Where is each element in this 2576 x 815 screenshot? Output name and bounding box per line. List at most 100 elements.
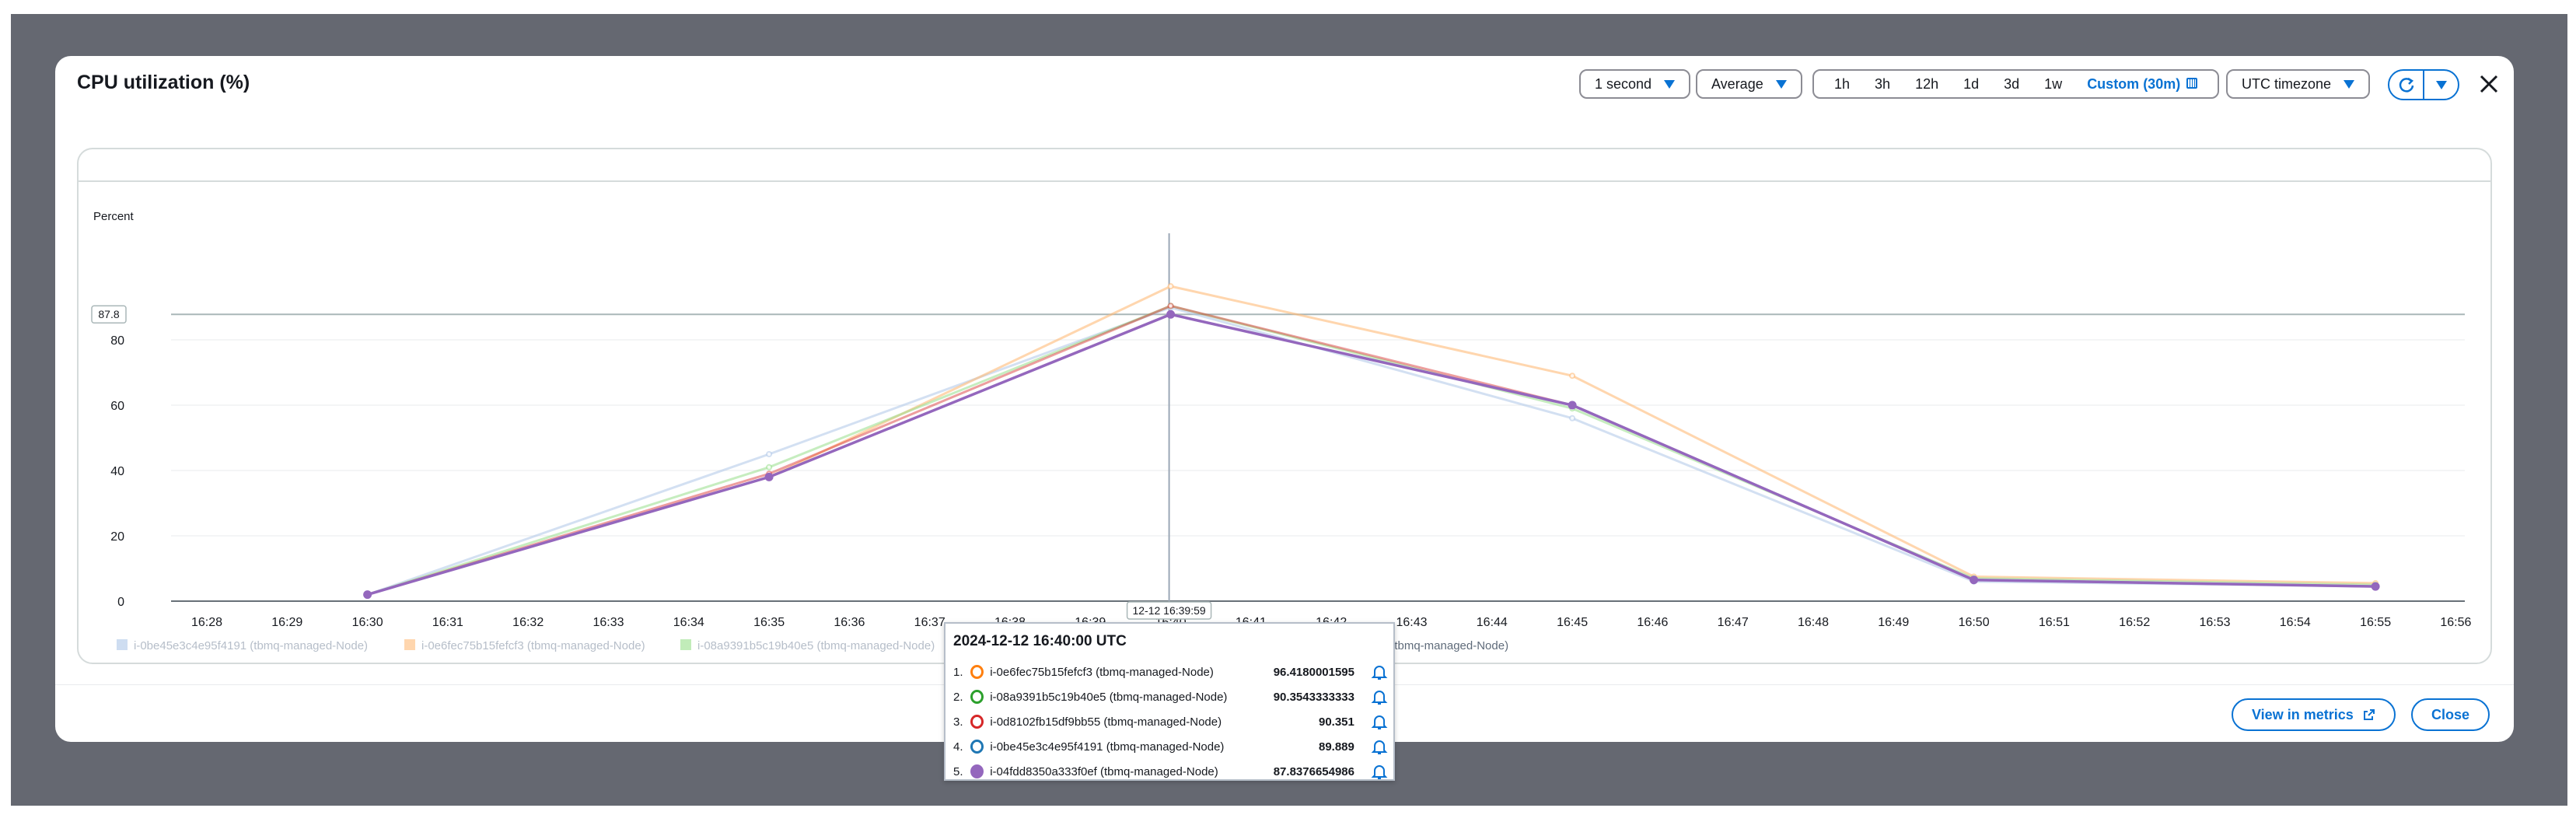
range-1w[interactable]: 1w bbox=[2044, 75, 2063, 92]
metric-modal: CPU utilization (%) 1 second Average 1h … bbox=[55, 56, 2514, 742]
data-tooltip: 2024-12-12 16:40:00 UTC 1. i-0e6fec75b15f… bbox=[944, 622, 1395, 781]
series-color-dot bbox=[970, 690, 984, 704]
crosshair-label-box bbox=[1126, 601, 1212, 620]
y-tick-label: 60 bbox=[110, 400, 124, 413]
alarm-bell-icon[interactable] bbox=[1370, 762, 1389, 781]
calendar-icon bbox=[2186, 77, 2198, 89]
tooltip-row-name: i-0be45e3c4e95f4191 (tbmq-managed-Node) bbox=[990, 740, 1225, 754]
alarm-bell-icon[interactable] bbox=[1370, 737, 1389, 756]
data-point bbox=[1569, 414, 1576, 421]
y-tick-label: 0 bbox=[117, 596, 124, 609]
tooltip-row: 3. i-0d8102fb15df9bb55 (tbmq-managed-Node… bbox=[953, 711, 1389, 733]
x-tick-label: 16:51 bbox=[2039, 616, 2070, 629]
x-tick-label: 16:50 bbox=[1959, 616, 1990, 629]
series-color-dot bbox=[970, 715, 984, 729]
x-tick-label: 16:31 bbox=[432, 616, 463, 629]
caret-down-icon bbox=[1664, 79, 1676, 89]
range-1h[interactable]: 1h bbox=[1834, 75, 1851, 92]
tooltip-row-value: 90.3543333333 bbox=[1273, 690, 1354, 704]
alarm-bell-icon[interactable] bbox=[1370, 687, 1389, 706]
data-point bbox=[2371, 582, 2380, 591]
legend-item: i-0e6fec75b15fefcf3 (tbmq-managed-Node) bbox=[421, 639, 645, 652]
x-tick-label: 16:47 bbox=[1718, 616, 1749, 629]
modal-title: CPU utilization (%) bbox=[77, 72, 250, 93]
legend: i-0be45e3c4e95f4191 (tbmq-managed-Node) i… bbox=[117, 639, 1508, 652]
x-tick-label: 16:30 bbox=[352, 616, 383, 629]
legend-item: i-0be45e3c4e95f4191 (tbmq-managed-Node) bbox=[134, 639, 368, 652]
tooltip-row-value: 89.889 bbox=[1318, 740, 1354, 754]
statistic-label: Average bbox=[1711, 75, 1763, 92]
data-point bbox=[1970, 575, 1979, 585]
data-point bbox=[363, 590, 372, 600]
range-3d[interactable]: 3d bbox=[2004, 75, 2020, 92]
alarm-bell-icon[interactable] bbox=[1370, 663, 1389, 681]
tooltip-row-name: i-04fdd8350a333f0ef (tbmq-managed-Node) bbox=[990, 764, 1218, 778]
tooltip-row-value: 96.4180001595 bbox=[1273, 665, 1354, 679]
tooltip-row: 1. i-0e6fec75b15fefcf3 (tbmq-managed-Node… bbox=[953, 661, 1389, 683]
legend-swatch bbox=[117, 639, 128, 650]
timezone-select[interactable]: UTC timezone bbox=[2226, 69, 2371, 99]
x-tick-label: 16:55 bbox=[2360, 616, 2391, 629]
refresh-options-button[interactable] bbox=[2424, 71, 2458, 99]
x-tick-label: 16:52 bbox=[2119, 616, 2150, 629]
alarm-bell-icon[interactable] bbox=[1370, 712, 1389, 731]
period-label: 1 second bbox=[1595, 75, 1652, 92]
range-custom[interactable]: Custom (30m) bbox=[2087, 76, 2198, 93]
time-range-selector: 1h 3h 12h 1d 3d 1w Custom (30m) bbox=[1812, 69, 2220, 99]
data-point bbox=[766, 451, 773, 457]
range-12h[interactable]: 12h bbox=[1915, 75, 1939, 92]
threshold-label-box bbox=[91, 305, 127, 324]
series-line bbox=[367, 313, 2376, 596]
x-axis: 16:28 16:29 16:30 16:31 16:32 16:33 16:34 16:35… bbox=[191, 233, 2472, 629]
y-tick-label: 20 bbox=[110, 530, 124, 544]
range-3h[interactable]: 3h bbox=[1875, 75, 1891, 92]
chart-grid: 87.8 bbox=[91, 305, 2465, 602]
period-select[interactable]: 1 second bbox=[1579, 69, 1691, 99]
refresh-button-group bbox=[2388, 69, 2459, 100]
range-1d[interactable]: 1d bbox=[1963, 75, 1980, 92]
data-point bbox=[1166, 310, 1176, 319]
data-point bbox=[766, 463, 773, 470]
threshold-label: 87.8 bbox=[98, 308, 119, 320]
caret-down-icon bbox=[2344, 79, 2355, 89]
x-tick-label: 16:46 bbox=[1637, 616, 1668, 629]
x-tick-label: 16:44 bbox=[1477, 616, 1508, 629]
tooltip-row-name: i-0d8102fb15df9bb55 (tbmq-managed-Node) bbox=[990, 715, 1222, 729]
series-color-dot bbox=[970, 740, 984, 754]
y-tick-label: 40 bbox=[110, 465, 124, 478]
x-tick-label: 16:49 bbox=[1878, 616, 1909, 629]
data-point bbox=[1167, 283, 1174, 290]
statistic-select[interactable]: Average bbox=[1696, 69, 1802, 99]
data-point bbox=[1569, 373, 1576, 380]
x-tick-label: 16:36 bbox=[834, 616, 865, 629]
close-icon[interactable] bbox=[2475, 70, 2503, 98]
close-label: Close bbox=[2431, 706, 2470, 722]
x-tick-label: 16:48 bbox=[1798, 616, 1829, 629]
x-tick-label: 16:28 bbox=[191, 616, 222, 629]
x-tick-label: 16:54 bbox=[2280, 616, 2311, 629]
view-in-metrics-button[interactable]: View in metrics bbox=[2232, 698, 2396, 731]
x-tick-label: 16:43 bbox=[1396, 616, 1427, 629]
divider bbox=[79, 180, 2490, 182]
x-tick-label: 16:29 bbox=[271, 616, 302, 629]
x-tick-label: 16:34 bbox=[673, 616, 704, 629]
tooltip-row-value: 90.351 bbox=[1318, 715, 1354, 729]
tooltip-row-index: 2. bbox=[953, 690, 963, 704]
tooltip-row: 2. i-08a9391b5c19b40e5 (tbmq-managed-Node… bbox=[953, 686, 1389, 708]
tooltip-row-index: 4. bbox=[953, 740, 963, 754]
legend-item: i-08a9391b5c19b40e5 (tbmq-managed-Node) bbox=[697, 639, 935, 652]
legend-swatch bbox=[404, 639, 415, 650]
close-button[interactable]: Close bbox=[2411, 698, 2490, 731]
x-tick-label: 16:53 bbox=[2199, 616, 2230, 629]
series-line bbox=[367, 304, 2376, 596]
y-axis-label: Percent bbox=[93, 210, 135, 223]
refresh-button[interactable] bbox=[2389, 71, 2423, 99]
x-tick-label: 16:32 bbox=[512, 616, 544, 629]
divider bbox=[2423, 71, 2424, 99]
view-in-metrics-label: View in metrics bbox=[2252, 706, 2354, 722]
legend-item: f (tbmq-managed-Node) bbox=[1384, 639, 1508, 652]
tooltip-title: 2024-12-12 16:40:00 UTC bbox=[953, 633, 1127, 649]
series-color-dot bbox=[970, 665, 984, 679]
data-point bbox=[764, 472, 774, 481]
series-line bbox=[367, 304, 2376, 596]
